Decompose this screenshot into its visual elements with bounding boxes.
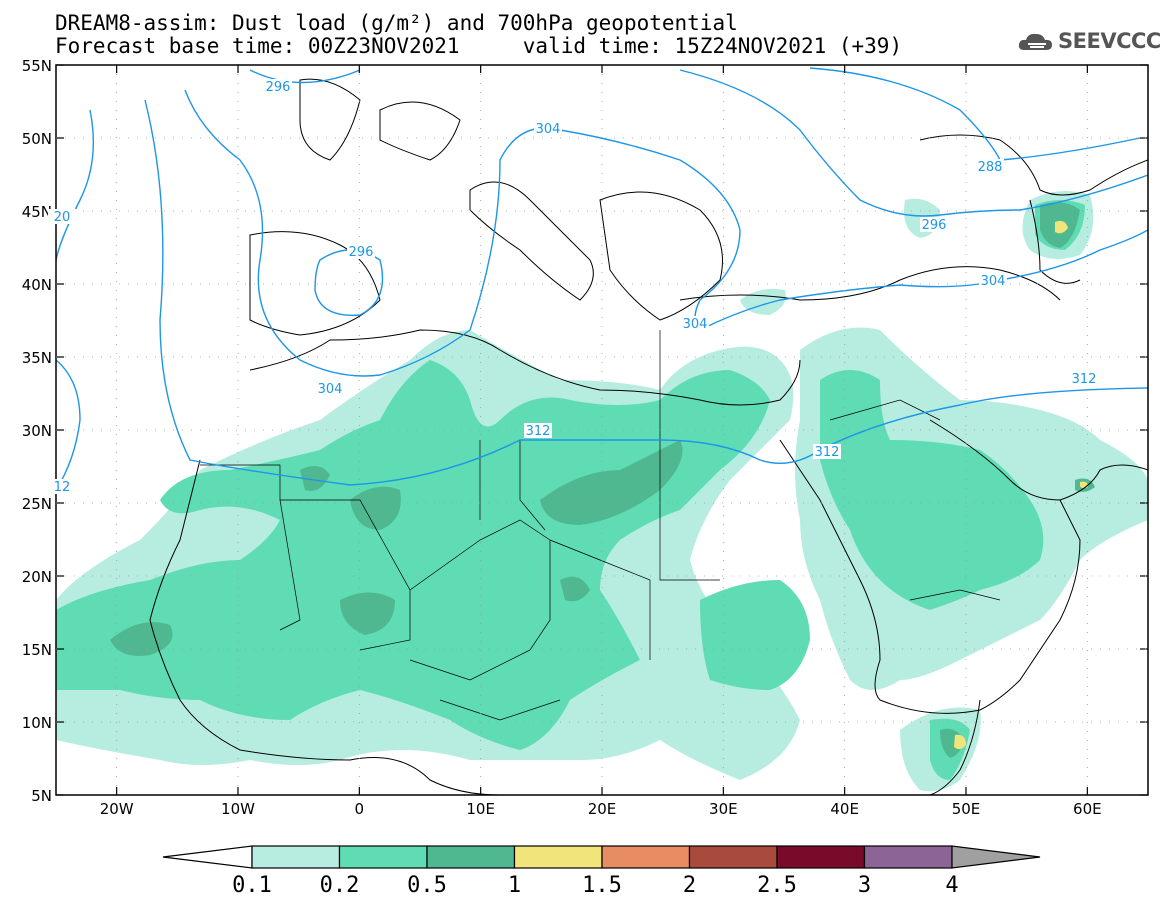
contour-label: 288: [978, 160, 1003, 175]
lon-tick-label: 60E: [1073, 800, 1102, 818]
lat-tick-label: 5N: [31, 787, 52, 805]
colorbar-swatch: [338, 845, 428, 869]
contour-label: 20: [54, 210, 71, 225]
contour-label-bg: [976, 159, 1004, 174]
lat-tick-label: 30N: [22, 422, 52, 440]
lon-axis: 20W 10W 0 10E 20E 30E 40E 50E 60E: [100, 65, 1102, 818]
colorbar-underflow: [162, 845, 253, 869]
grid-lines: [56, 65, 1148, 795]
dust-shading: [56, 191, 1148, 792]
colorbar-label: 3: [858, 873, 871, 898]
contour-label-bg: [264, 79, 292, 94]
lat-tick-label: 10N: [22, 714, 52, 732]
lat-tick-label: 15N: [22, 641, 52, 659]
colorbar-label: 0.2: [320, 873, 360, 898]
lat-tick-label: 35N: [22, 349, 52, 367]
contour-label-bg: [524, 423, 552, 438]
forecast-time-line: Forecast base time: 00Z23NOV2021 valid t…: [55, 34, 903, 58]
lat-tick-label: 50N: [22, 130, 52, 148]
lon-tick-label: 30E: [709, 800, 738, 818]
lat-axis: 5N 10N 15N 20N 25N 30N 35N 40N 45N 50N 55N: [22, 57, 1148, 805]
logo-text: SEEVCCC: [1058, 29, 1161, 53]
contour-label-bg: [534, 121, 562, 136]
colorbar-swatch: [426, 845, 516, 869]
contour-label-bg: [48, 209, 76, 224]
lat-tick-label: 40N: [22, 276, 52, 294]
colorbar-swatch: [863, 845, 953, 869]
colorbar-label: 2.5: [757, 873, 797, 898]
contour-label-bg: [979, 273, 1007, 288]
contour-label-bg: [1070, 371, 1098, 386]
lon-tick-label: 20W: [100, 800, 134, 818]
colorbar: 0.1 0.2 0.5 1 1.5 2 2.5 3 4: [162, 845, 1041, 898]
contour-label: 296: [266, 80, 291, 95]
lat-tick-label: 45N: [22, 203, 52, 221]
lon-tick-label: 40E: [830, 800, 859, 818]
lat-tick-label: 55N: [22, 57, 52, 75]
contour-label-bg: [316, 381, 344, 396]
lon-tick-label: 0: [355, 800, 365, 818]
contour-label: 304: [683, 317, 708, 332]
contour-label: 296: [349, 245, 374, 260]
colorbar-swatch: [513, 845, 603, 869]
contour-label: 304: [981, 274, 1006, 289]
contour-label-bg: [347, 244, 375, 259]
colorbar-label: 0.1: [232, 873, 272, 898]
geopotential-contours: [56, 67, 1148, 491]
colorbar-label: 1: [508, 873, 521, 898]
colorbar-label: 0.5: [407, 873, 447, 898]
colorbar-swatch: [251, 845, 341, 869]
lat-tick-label: 25N: [22, 495, 52, 513]
country-borders: [200, 330, 1001, 721]
lon-tick-label: 50E: [952, 800, 981, 818]
colorbar-label: 4: [945, 873, 958, 898]
cloud-icon: [1018, 33, 1052, 50]
colorbar-label: 1.5: [582, 873, 622, 898]
map-title: DREAM8-assim: Dust load (g/m²) and 700hP…: [55, 11, 738, 35]
colorbar-overflow: [951, 845, 1041, 869]
lon-tick-label: 10W: [221, 800, 255, 818]
colorbar-swatch: [688, 845, 778, 869]
coastlines: [149, 78, 1148, 795]
contour-label: 304: [318, 382, 343, 397]
lat-tick-label: 20N: [22, 568, 52, 586]
contour-label-bg: [920, 217, 948, 232]
contour-label: 312: [1072, 372, 1097, 387]
lon-tick-label: 20E: [588, 800, 617, 818]
colorbar-swatch: [601, 845, 691, 869]
colorbar-swatch: [776, 845, 866, 869]
contour-label-bg: [681, 316, 709, 331]
contour-label: 312: [815, 445, 840, 460]
contour-label-group: 296 304 304 288 296 296 304 304 312 312 312 20 12: [48, 79, 1098, 495]
contour-label: 312: [526, 424, 551, 439]
contour-label-bg: [813, 444, 841, 459]
contour-label: 304: [536, 122, 561, 137]
contour-label-bg: [48, 479, 76, 494]
contour-label: 296: [922, 218, 947, 233]
contour-label: 12: [54, 480, 71, 495]
colorbar-label: 2: [683, 873, 696, 898]
lon-tick-label: 10E: [466, 800, 495, 818]
